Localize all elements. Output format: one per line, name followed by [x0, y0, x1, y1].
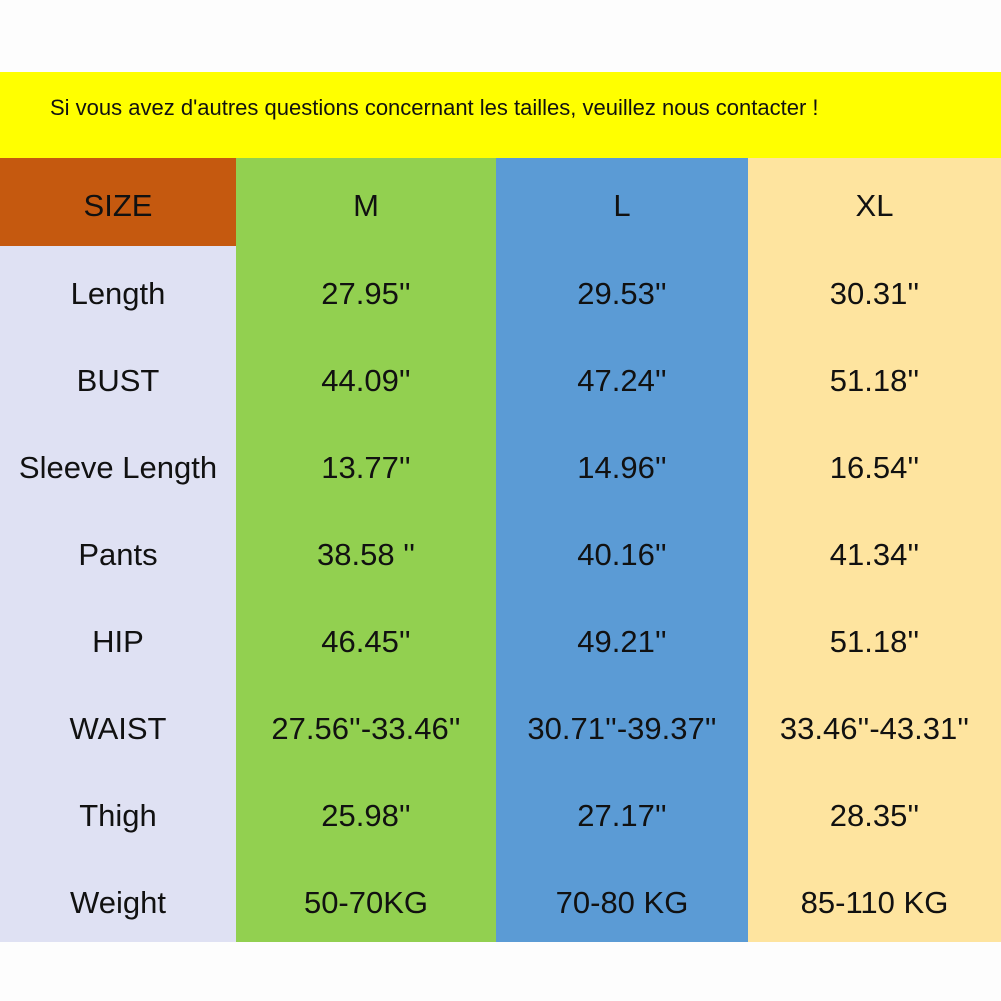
- value-cell: 51.18'': [829, 362, 920, 398]
- value-cell: 16.54'': [829, 449, 920, 485]
- value-cell: 30.71''-39.37'': [527, 710, 717, 746]
- row-label: Pants: [78, 536, 158, 572]
- value-cell: 40.16'': [577, 536, 667, 572]
- value-cell: 25.98'': [321, 797, 411, 833]
- value-cell: 30.31'': [829, 275, 920, 311]
- row-label: HIP: [92, 623, 144, 659]
- m-column: [236, 158, 496, 942]
- row-label: WAIST: [69, 710, 167, 746]
- row-label: BUST: [76, 362, 160, 398]
- value-cell: 14.96'': [577, 449, 667, 485]
- value-cell: 29.53'': [577, 275, 667, 311]
- value-cell: 27.95'': [321, 275, 411, 311]
- header-cell: L: [613, 188, 631, 223]
- header-cell: M: [353, 188, 379, 223]
- value-cell: 33.46''-43.31'': [779, 710, 970, 746]
- value-cell: 46.45'': [321, 623, 411, 659]
- value-cell: 50-70KG: [303, 884, 429, 920]
- l-column: [496, 158, 748, 942]
- row-label: Thigh: [79, 797, 157, 833]
- value-cell: 70-80 KG: [555, 884, 689, 920]
- banner: Si vous avez d'autres questions concerna…: [0, 72, 1001, 158]
- header-cell: SIZE: [83, 188, 153, 223]
- value-cell: 27.17'': [577, 797, 667, 833]
- row-label: Sleeve Length: [18, 449, 218, 485]
- value-cell: 41.34'': [829, 536, 920, 572]
- banner-text: Si vous avez d'autres questions concerna…: [50, 95, 819, 120]
- header-cell: XL: [855, 188, 894, 223]
- row-label: Length: [70, 275, 166, 311]
- value-cell: 85-110 KG: [800, 884, 949, 920]
- value-cell: 51.18'': [829, 623, 920, 659]
- row-label: Weight: [70, 884, 166, 920]
- value-cell: 38.58 '': [316, 536, 416, 572]
- value-cell: 49.21'': [577, 623, 667, 659]
- value-cell: 13.77'': [321, 449, 411, 485]
- value-cell: 28.35'': [829, 797, 920, 833]
- label-column: [0, 158, 236, 942]
- value-cell: 47.24'': [577, 362, 667, 398]
- xl-column: [748, 158, 1001, 942]
- value-cell: 27.56''-33.46'': [271, 710, 461, 746]
- value-cell: 44.09'': [321, 362, 411, 398]
- size-header-bg: [0, 158, 236, 246]
